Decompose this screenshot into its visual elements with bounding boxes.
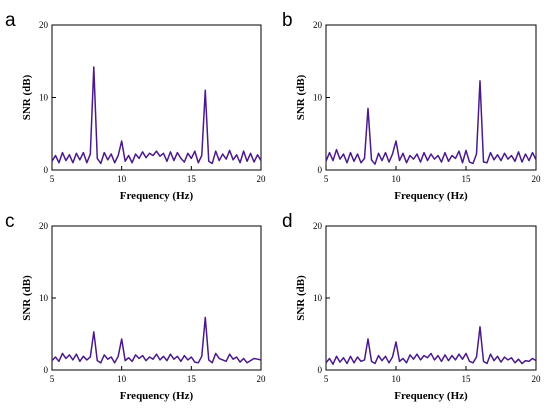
snr-series-line bbox=[325, 326, 537, 365]
y-axis-label: SNR (dB) bbox=[21, 74, 33, 120]
x-tick-label: 15 bbox=[187, 174, 197, 184]
x-axis-label: Frequency (Hz) bbox=[120, 390, 194, 402]
plot-frame bbox=[325, 225, 537, 371]
x-tick-label: 10 bbox=[117, 374, 127, 384]
plot-frame bbox=[325, 24, 537, 171]
y-tick-label: 10 bbox=[39, 93, 49, 103]
x-tick-label: 20 bbox=[257, 174, 267, 184]
x-tick-label: 5 bbox=[50, 174, 55, 184]
x-tick-label: 10 bbox=[117, 174, 127, 184]
y-tick-label: 0 bbox=[44, 165, 49, 175]
x-tick-label: 20 bbox=[532, 374, 542, 384]
snr-series-line bbox=[51, 66, 262, 165]
x-tick-label: 20 bbox=[532, 174, 542, 184]
x-tick-label: 15 bbox=[187, 374, 197, 384]
snr-series-line bbox=[51, 316, 262, 364]
x-axis-label: Frequency (Hz) bbox=[120, 190, 194, 202]
panel-label: a bbox=[5, 10, 16, 31]
chart-panel-d: d 5 10 15 20 0 10 20 Frequency (Hz) SNR (dB) bbox=[282, 211, 541, 402]
x-axis-label: Frequency (Hz) bbox=[394, 390, 468, 402]
y-tick-label: 20 bbox=[39, 20, 49, 30]
y-axis-label: SNR (dB) bbox=[21, 275, 33, 321]
y-axis-label: SNR (dB) bbox=[295, 74, 307, 120]
panel-label: d bbox=[282, 211, 293, 232]
y-tick-label: 10 bbox=[313, 293, 323, 303]
x-tick-label: 5 bbox=[50, 374, 55, 384]
panel-label: c bbox=[5, 211, 15, 232]
x-axis-label: Frequency (Hz) bbox=[394, 190, 468, 202]
chart-panel-a: a 5 10 15 20 0 10 20 Frequency (Hz) SNR (dB) bbox=[5, 10, 266, 202]
y-tick-label: 0 bbox=[318, 165, 323, 175]
chart-panel-b: b 5 10 15 20 0 10 20 Frequency (Hz) SNR (dB) bbox=[282, 10, 541, 202]
x-tick-label: 5 bbox=[324, 374, 329, 384]
snr-series-line bbox=[325, 80, 537, 165]
x-tick-label: 20 bbox=[257, 374, 267, 384]
plot-frame bbox=[51, 225, 262, 371]
x-tick-label: 15 bbox=[462, 174, 472, 184]
y-tick-label: 0 bbox=[318, 365, 323, 375]
x-tick-label: 15 bbox=[462, 374, 472, 384]
y-tick-label: 20 bbox=[313, 20, 323, 30]
x-tick-label: 10 bbox=[392, 374, 402, 384]
y-axis-label: SNR (dB) bbox=[295, 275, 307, 321]
y-tick-label: 10 bbox=[313, 93, 323, 103]
panel-label: b bbox=[282, 10, 293, 31]
chart-panel-c: c 5 10 15 20 0 10 20 Frequency (Hz) SNR (dB) bbox=[5, 211, 266, 402]
y-tick-label: 0 bbox=[44, 365, 49, 375]
plot-frame bbox=[51, 24, 262, 171]
y-tick-label: 10 bbox=[39, 293, 49, 303]
x-tick-label: 5 bbox=[324, 174, 329, 184]
y-tick-label: 20 bbox=[313, 221, 323, 231]
x-tick-label: 10 bbox=[392, 174, 402, 184]
y-tick-label: 20 bbox=[39, 221, 49, 231]
